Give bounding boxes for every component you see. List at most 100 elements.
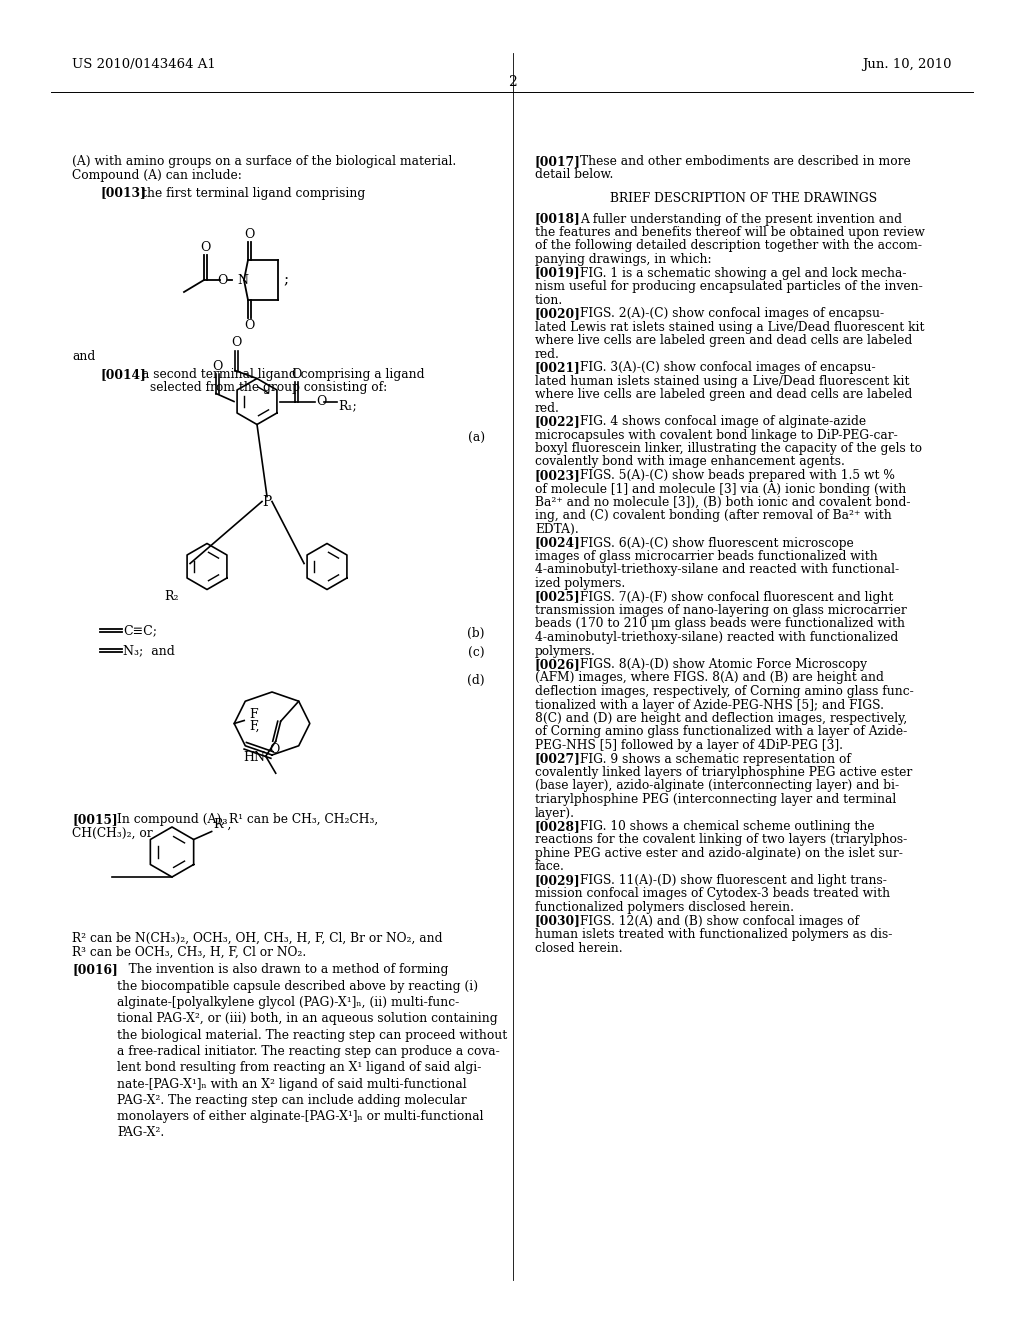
Text: ing, and (C) covalent bonding (after removal of Ba²⁺ with: ing, and (C) covalent bonding (after rem… xyxy=(535,510,892,523)
Text: reactions for the covalent linking of two layers (triarylphos-: reactions for the covalent linking of tw… xyxy=(535,833,907,846)
Text: lated human islets stained using a Live/Dead fluorescent kit: lated human islets stained using a Live/… xyxy=(535,375,909,388)
Text: [0015]: [0015] xyxy=(72,813,118,826)
Text: O: O xyxy=(245,319,255,333)
Text: and: and xyxy=(72,350,95,363)
Text: where live cells are labeled green and dead cells are labeled: where live cells are labeled green and d… xyxy=(535,334,912,347)
Text: [0023]: [0023] xyxy=(535,469,581,482)
Text: R² can be N(CH₃)₂, OCH₃, OH, CH₃, H, F, Cl, Br or NO₂, and: R² can be N(CH₃)₂, OCH₃, OH, CH₃, H, F, … xyxy=(72,932,442,945)
Text: O: O xyxy=(316,395,327,408)
Text: tion.: tion. xyxy=(535,293,563,306)
Text: 8(C) and (D) are height and deflection images, respectively,: 8(C) and (D) are height and deflection i… xyxy=(535,711,907,725)
Text: microcapsules with covalent bond linkage to DiP-PEG-car-: microcapsules with covalent bond linkage… xyxy=(535,429,898,441)
Text: covalently linked layers of triarylphosphine PEG active ester: covalently linked layers of triarylphosp… xyxy=(535,766,912,779)
Text: 2: 2 xyxy=(508,75,516,88)
Text: [0030]: [0030] xyxy=(535,915,581,928)
Text: of Corning amino glass functionalized with a layer of Azide-: of Corning amino glass functionalized wi… xyxy=(535,726,907,738)
Text: the first terminal ligand comprising: the first terminal ligand comprising xyxy=(142,186,366,199)
Text: F,: F, xyxy=(249,719,260,733)
Text: of the following detailed description together with the accom-: of the following detailed description to… xyxy=(535,239,922,252)
Text: O: O xyxy=(217,273,227,286)
Text: triarylphosphine PEG (interconnecting layer and terminal: triarylphosphine PEG (interconnecting la… xyxy=(535,793,896,807)
Text: (a): (a) xyxy=(468,432,485,445)
Text: beads (170 to 210 μm glass beads were functionalized with: beads (170 to 210 μm glass beads were fu… xyxy=(535,618,905,631)
Text: N: N xyxy=(237,273,248,286)
Text: images of glass microcarrier beads functionalized with: images of glass microcarrier beads funct… xyxy=(535,550,878,564)
Text: (b): (b) xyxy=(468,627,485,639)
Text: [0013]: [0013] xyxy=(100,186,145,199)
Text: FIGS. 7(A)-(F) show confocal fluorescent and light: FIGS. 7(A)-(F) show confocal fluorescent… xyxy=(580,590,893,603)
Text: FIGS. 12(A) and (B) show confocal images of: FIGS. 12(A) and (B) show confocal images… xyxy=(580,915,859,928)
Text: ized polymers.: ized polymers. xyxy=(535,577,626,590)
Text: EDTA).: EDTA). xyxy=(535,523,579,536)
Text: red.: red. xyxy=(535,401,560,414)
Text: [0016]: [0016] xyxy=(72,964,118,977)
Text: These and other embodiments are described in more: These and other embodiments are describe… xyxy=(580,154,910,168)
Text: HN: HN xyxy=(244,751,266,764)
Text: US 2010/0143464 A1: US 2010/0143464 A1 xyxy=(72,58,216,71)
Text: FIGS. 2(A)-(C) show confocal images of encapsu-: FIGS. 2(A)-(C) show confocal images of e… xyxy=(580,308,884,319)
Text: CH(CH₃)₂, or: CH(CH₃)₂, or xyxy=(72,828,153,840)
Text: closed herein.: closed herein. xyxy=(535,941,623,954)
Text: nism useful for producing encapsulated particles of the inven-: nism useful for producing encapsulated p… xyxy=(535,280,923,293)
Text: transmission images of nano-layering on glass microcarrier: transmission images of nano-layering on … xyxy=(535,605,906,616)
Text: of molecule [1] and molecule [3] via (A) ionic bonding (with: of molecule [1] and molecule [3] via (A)… xyxy=(535,483,906,495)
Text: O: O xyxy=(245,228,255,242)
Text: P: P xyxy=(262,495,271,508)
Text: where live cells are labeled green and dead cells are labeled: where live cells are labeled green and d… xyxy=(535,388,912,401)
Text: FIG. 4 shows confocal image of alginate-azide: FIG. 4 shows confocal image of alginate-… xyxy=(580,414,866,428)
Text: FIGS. 11(A)-(D) show fluorescent and light trans-: FIGS. 11(A)-(D) show fluorescent and lig… xyxy=(580,874,887,887)
Text: FIG. 9 shows a schematic representation of: FIG. 9 shows a schematic representation … xyxy=(580,752,851,766)
Text: In compound (A), R¹ can be CH₃, CH₂CH₃,: In compound (A), R¹ can be CH₃, CH₂CH₃, xyxy=(117,813,378,826)
Text: 4-aminobutyl-triethoxy-silane) reacted with functionalized: 4-aminobutyl-triethoxy-silane) reacted w… xyxy=(535,631,898,644)
Text: human islets treated with functionalized polymers as dis-: human islets treated with functionalized… xyxy=(535,928,892,941)
Text: R₁;: R₁; xyxy=(338,400,356,412)
Text: (A) with amino groups on a surface of the biological material.: (A) with amino groups on a surface of th… xyxy=(72,154,457,168)
Text: mission confocal images of Cytodex-3 beads treated with: mission confocal images of Cytodex-3 bea… xyxy=(535,887,890,900)
Text: covalently bond with image enhancement agents.: covalently bond with image enhancement a… xyxy=(535,455,845,469)
Text: PEG-NHS [5] followed by a layer of 4DiP-PEG [3].: PEG-NHS [5] followed by a layer of 4DiP-… xyxy=(535,739,843,752)
Text: The invention is also drawn to a method of forming
the biocompatible capsule des: The invention is also drawn to a method … xyxy=(117,964,507,1139)
Text: (base layer), azido-alginate (interconnecting layer) and bi-: (base layer), azido-alginate (interconne… xyxy=(535,780,899,792)
Text: [0029]: [0029] xyxy=(535,874,581,887)
Text: O: O xyxy=(201,242,211,253)
Text: [0027]: [0027] xyxy=(535,752,581,766)
Text: the features and benefits thereof will be obtained upon review: the features and benefits thereof will b… xyxy=(535,226,925,239)
Text: [0021]: [0021] xyxy=(535,360,581,374)
Text: [0028]: [0028] xyxy=(535,820,581,833)
Text: ;: ; xyxy=(283,273,288,286)
Text: red.: red. xyxy=(535,347,560,360)
Text: N₃;  and: N₃; and xyxy=(123,644,175,657)
Text: lated Lewis rat islets stained using a Live/Dead fluorescent kit: lated Lewis rat islets stained using a L… xyxy=(535,321,925,334)
Text: FIG. 10 shows a chemical scheme outlining the: FIG. 10 shows a chemical scheme outlinin… xyxy=(580,820,874,833)
Text: Jun. 10, 2010: Jun. 10, 2010 xyxy=(862,58,952,71)
Text: FIGS. 6(A)-(C) show fluorescent microscope: FIGS. 6(A)-(C) show fluorescent microsco… xyxy=(580,536,854,549)
Text: deflection images, respectively, of Corning amino glass func-: deflection images, respectively, of Corn… xyxy=(535,685,913,698)
Text: [0024]: [0024] xyxy=(535,536,581,549)
Text: face.: face. xyxy=(535,861,565,874)
Text: F: F xyxy=(249,708,258,721)
Text: A fuller understanding of the present invention and: A fuller understanding of the present in… xyxy=(580,213,902,226)
Text: layer).: layer). xyxy=(535,807,575,820)
Text: (d): (d) xyxy=(467,673,485,686)
Text: FIGS. 5(A)-(C) show beads prepared with 1.5 wt %: FIGS. 5(A)-(C) show beads prepared with … xyxy=(580,469,895,482)
Text: detail below.: detail below. xyxy=(535,169,613,181)
Text: (c): (c) xyxy=(468,647,485,660)
Text: a second terminal ligand comprising a ligand: a second terminal ligand comprising a li… xyxy=(142,368,425,381)
Text: [0020]: [0020] xyxy=(535,308,581,319)
Text: [0019]: [0019] xyxy=(535,267,581,280)
Text: 4-aminobutyl-triethoxy-silane and reacted with functional-: 4-aminobutyl-triethoxy-silane and reacte… xyxy=(535,564,899,577)
Text: phine PEG active ester and azido-alginate) on the islet sur-: phine PEG active ester and azido-alginat… xyxy=(535,847,903,861)
Text: functionalized polymers disclosed herein.: functionalized polymers disclosed herein… xyxy=(535,902,794,913)
Text: O: O xyxy=(212,359,222,372)
Text: R³ can be OCH₃, CH₃, H, F, Cl or NO₂.: R³ can be OCH₃, CH₃, H, F, Cl or NO₂. xyxy=(72,945,306,958)
Text: boxyl fluorescein linker, illustrating the capacity of the gels to: boxyl fluorescein linker, illustrating t… xyxy=(535,442,922,455)
Text: FIG. 1 is a schematic showing a gel and lock mecha-: FIG. 1 is a schematic showing a gel and … xyxy=(580,267,906,280)
Text: selected from the group consisting of:: selected from the group consisting of: xyxy=(150,381,387,395)
Text: O: O xyxy=(269,743,280,756)
Text: O: O xyxy=(230,337,242,350)
Text: BRIEF DESCRIPTION OF THE DRAWINGS: BRIEF DESCRIPTION OF THE DRAWINGS xyxy=(610,193,878,206)
Text: [0018]: [0018] xyxy=(535,213,581,226)
Text: R₂: R₂ xyxy=(165,590,179,602)
Text: O: O xyxy=(291,367,302,380)
Text: tionalized with a layer of Azide-PEG-NHS [5]; and FIGS.: tionalized with a layer of Azide-PEG-NHS… xyxy=(535,698,884,711)
